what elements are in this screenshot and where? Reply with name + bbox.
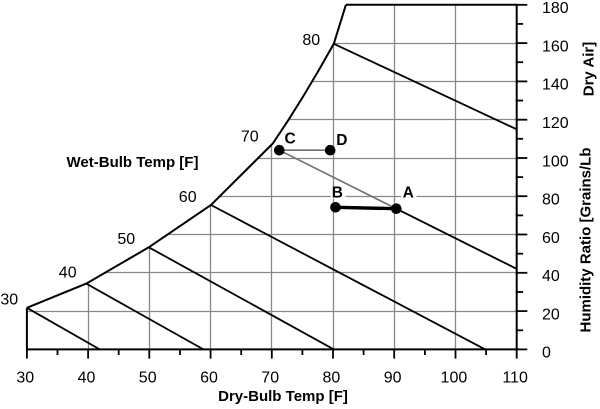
svg-text:60: 60 (200, 370, 218, 387)
svg-text:B: B (332, 185, 343, 202)
svg-text:100: 100 (441, 370, 468, 387)
svg-text:70: 70 (261, 370, 279, 387)
svg-text:Dry-Bulb Temp [F]: Dry-Bulb Temp [F] (218, 388, 348, 405)
svg-text:30: 30 (0, 291, 18, 308)
svg-text:100: 100 (542, 153, 569, 170)
svg-text:80: 80 (323, 370, 341, 387)
svg-text:40: 40 (59, 264, 77, 281)
svg-text:20: 20 (542, 306, 560, 323)
svg-text:160: 160 (542, 38, 569, 55)
svg-text:60: 60 (542, 230, 560, 247)
svg-text:C: C (284, 131, 295, 148)
svg-text:90: 90 (384, 370, 402, 387)
svg-text:80: 80 (302, 32, 320, 49)
svg-text:140: 140 (542, 77, 569, 94)
svg-text:60: 60 (179, 189, 197, 206)
svg-text:Wet-Bulb Temp [F]: Wet-Bulb Temp [F] (67, 154, 199, 171)
svg-text:50: 50 (117, 231, 135, 248)
svg-text:110: 110 (502, 370, 528, 387)
svg-text:A: A (403, 185, 414, 202)
svg-text:80: 80 (542, 192, 560, 209)
svg-text:180: 180 (542, 0, 569, 17)
svg-text:50: 50 (139, 370, 157, 387)
svg-text:Humidity Ratio [Grains/Lb: Humidity Ratio [Grains/Lb (577, 147, 594, 332)
svg-text:40: 40 (542, 268, 560, 285)
svg-text:30: 30 (16, 370, 34, 387)
svg-text:D: D (336, 132, 347, 149)
svg-text:Dry Air]: Dry Air] (580, 42, 597, 96)
svg-text:0: 0 (542, 345, 551, 362)
svg-text:40: 40 (78, 370, 96, 387)
svg-text:70: 70 (241, 129, 259, 146)
svg-text:120: 120 (542, 115, 569, 132)
